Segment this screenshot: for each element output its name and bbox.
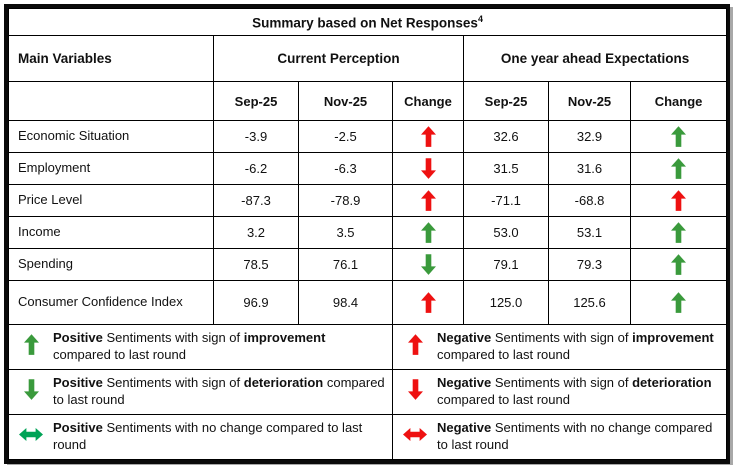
legend-text: Positive Sentiments with sign of deterio…	[53, 375, 385, 407]
value-cell: 125.6	[548, 280, 631, 325]
row-label: Consumer Confidence Index	[8, 280, 214, 325]
down-arrow-icon	[392, 248, 464, 281]
legend-row: Positive Sentiments with sign of deterio…	[8, 369, 728, 415]
value-cell: 31.5	[463, 152, 549, 185]
table-row-income: Income 3.2 3.5 53.0 53.1	[8, 216, 728, 249]
down-arrow-icon	[392, 152, 464, 185]
legend-text: Positive Sentiments with no change compa…	[53, 420, 363, 452]
table-row-spending: Spending 78.5 76.1 79.1 79.3	[8, 248, 728, 281]
table-title: Summary based on Net Responses4	[7, 8, 728, 36]
legend-keyword: deterioration	[243, 375, 324, 391]
legend-row: Positive Sentiments with no change compa…	[8, 414, 728, 460]
column-header-main-variables: Main Variables	[8, 35, 214, 82]
up-arrow-icon	[392, 120, 464, 153]
legend-sentiment-word: Positive	[53, 330, 103, 346]
value-cell: -68.8	[548, 184, 631, 217]
value-cell: 3.2	[213, 216, 299, 249]
up-arrow-icon	[629, 248, 728, 281]
legend-sentiment-word: Negative	[437, 375, 492, 391]
left-right-arrow-icon	[10, 428, 54, 446]
summary-table-frame: Summary based on Net Responses4 Main Var…	[4, 4, 730, 464]
footnote-marker: 4	[477, 13, 483, 24]
value-cell: 79.1	[463, 248, 549, 281]
legend-text: Negative Sentiments with sign of deterio…	[437, 375, 712, 407]
up-arrow-icon	[10, 334, 54, 360]
row-label: Income	[8, 216, 214, 249]
legend-row: Positive Sentiments with sign of improve…	[8, 324, 728, 370]
column-group-one-year-ahead-expectations: One year ahead Expectations	[462, 35, 728, 82]
value-cell: -71.1	[463, 184, 549, 217]
up-arrow-icon	[392, 280, 464, 325]
legend-keyword: deterioration	[632, 375, 712, 391]
legend-sentiment-word: Positive	[53, 375, 103, 391]
value-cell: 78.5	[213, 248, 299, 281]
up-arrow-icon	[629, 216, 728, 249]
left-right-arrow-icon	[394, 428, 437, 446]
value-cell: 96.9	[213, 280, 299, 325]
up-arrow-icon	[629, 280, 728, 325]
value-cell: -78.9	[298, 184, 393, 217]
legend-sentiment-word: Negative	[437, 420, 492, 436]
legend-item-negative-improvement: Negative Sentiments with sign of improve…	[391, 324, 728, 370]
up-arrow-icon	[629, 120, 728, 153]
up-arrow-icon	[629, 152, 728, 185]
table-row-price-level: Price Level -87.3 -78.9 -71.1 -68.8	[8, 184, 728, 217]
legend-item-negative-deterioration: Negative Sentiments with sign of deterio…	[391, 369, 728, 415]
value-cell: 125.0	[463, 280, 549, 325]
summary-table: Summary based on Net Responses4 Main Var…	[7, 8, 728, 460]
up-arrow-icon	[392, 184, 464, 217]
legend-item-positive-improvement: Positive Sentiments with sign of improve…	[8, 324, 393, 370]
legend-item-negative-no-change: Negative Sentiments with no change compa…	[391, 414, 728, 460]
down-arrow-icon	[394, 379, 437, 405]
value-cell: 32.9	[548, 120, 631, 153]
column-header-exp-sep25: Sep-25	[463, 81, 549, 121]
up-arrow-icon	[394, 334, 437, 360]
value-cell: 32.6	[463, 120, 549, 153]
row-label: Employment	[8, 152, 214, 185]
column-header-exp-change: Change	[629, 81, 728, 121]
column-header-current-nov25: Nov-25	[298, 81, 393, 121]
value-cell: 3.5	[298, 216, 393, 249]
legend-keyword: improvement	[243, 330, 326, 346]
value-cell: -3.9	[213, 120, 299, 153]
value-cell: -87.3	[213, 184, 299, 217]
legend-item-positive-no-change: Positive Sentiments with no change compa…	[8, 414, 393, 460]
column-header-current-change: Change	[392, 81, 464, 121]
value-cell: 53.0	[463, 216, 549, 249]
table-row-consumer-confidence-index: Consumer Confidence Index 96.9 98.4 125.…	[8, 280, 728, 325]
value-cell: 31.6	[548, 152, 631, 185]
value-cell: 53.1	[548, 216, 631, 249]
legend-text: Negative Sentiments with no change compa…	[437, 420, 713, 452]
table-row-economic-situation: Economic Situation -3.9 -2.5 32.6 32.9	[8, 120, 728, 153]
table-row-employment: Employment -6.2 -6.3 31.5 31.6	[8, 152, 728, 185]
legend-sentiment-word: Positive	[53, 420, 103, 436]
empty-header-cell	[8, 81, 214, 121]
column-group-current-perception: Current Perception	[213, 35, 464, 82]
legend-sentiment-word: Negative	[437, 330, 492, 346]
value-cell: 98.4	[298, 280, 393, 325]
up-arrow-icon	[629, 184, 728, 217]
legend-keyword: improvement	[632, 330, 714, 346]
row-label: Economic Situation	[8, 120, 214, 153]
legend-item-positive-deterioration: Positive Sentiments with sign of deterio…	[8, 369, 393, 415]
up-arrow-icon	[392, 216, 464, 249]
legend-text: Positive Sentiments with sign of improve…	[53, 330, 326, 362]
table-title-text: Summary based on Net Responses	[252, 15, 478, 31]
row-label: Price Level	[8, 184, 214, 217]
column-header-current-sep25: Sep-25	[213, 81, 299, 121]
legend-text: Negative Sentiments with sign of improve…	[437, 330, 714, 362]
value-cell: -2.5	[298, 120, 393, 153]
down-arrow-icon	[10, 379, 54, 405]
value-cell: -6.3	[298, 152, 393, 185]
value-cell: 76.1	[298, 248, 393, 281]
value-cell: 79.3	[548, 248, 631, 281]
column-header-exp-nov25: Nov-25	[548, 81, 631, 121]
value-cell: -6.2	[213, 152, 299, 185]
row-label: Spending	[8, 248, 214, 281]
